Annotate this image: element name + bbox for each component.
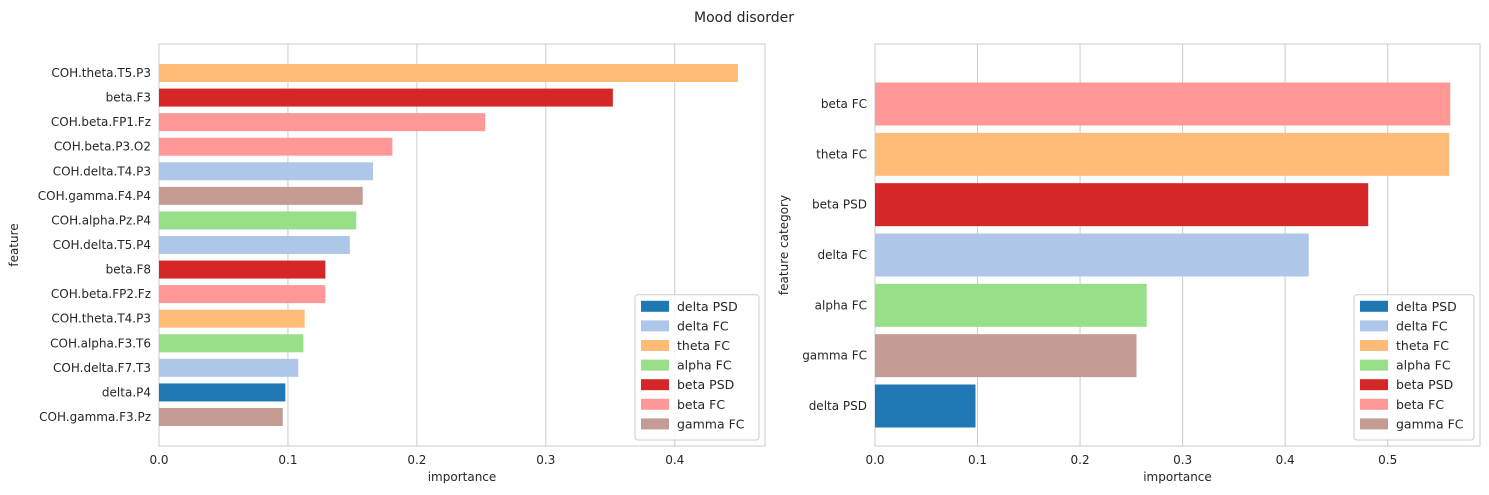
bar xyxy=(159,334,304,353)
legend-label: beta FC xyxy=(1396,397,1444,412)
x-tick-label: 0.5 xyxy=(1378,453,1397,467)
y-tick-label: COH.gamma.F3.Pz xyxy=(39,410,151,424)
legend-label: beta PSD xyxy=(1396,377,1453,392)
y-tick-label: COH.theta.T5.P3 xyxy=(51,66,151,80)
bar xyxy=(875,132,1450,176)
bar xyxy=(159,113,486,132)
legend-swatch xyxy=(1360,398,1388,410)
legend-label: theta FC xyxy=(677,338,730,353)
legend-label: gamma FC xyxy=(677,416,745,431)
y-axis-label: feature xyxy=(7,223,21,266)
legend-swatch xyxy=(641,320,669,332)
legend-swatch xyxy=(641,359,669,371)
bar xyxy=(159,285,326,304)
bar xyxy=(159,358,299,377)
bar xyxy=(875,82,1451,126)
legend-label: alpha FC xyxy=(1396,358,1451,373)
bar xyxy=(875,334,1137,378)
bar xyxy=(159,88,613,107)
bar xyxy=(875,233,1309,277)
y-tick-label: COH.delta.T5.P4 xyxy=(53,238,151,252)
x-tick-label: 0.4 xyxy=(1276,453,1295,467)
y-tick-label: delta.P4 xyxy=(102,385,151,399)
y-tick-label: COH.beta.FP2.Fz xyxy=(51,287,151,301)
legend-swatch xyxy=(1360,359,1388,371)
bar xyxy=(875,183,1369,227)
legend: delta PSD delta FC theta FC alpha FC beta PS… xyxy=(634,294,760,441)
legend: delta PSD delta FC theta FC alpha FC beta PS… xyxy=(1353,294,1475,441)
y-tick-label: delta FC xyxy=(818,248,868,262)
bar xyxy=(875,283,1147,327)
figure-title: Mood disorder xyxy=(694,10,794,26)
x-tick-label: 0.2 xyxy=(407,453,426,467)
legend-swatch xyxy=(641,418,669,430)
legend-swatch xyxy=(641,379,669,391)
x-tick-label: 0.3 xyxy=(536,453,555,467)
y-tick-label: gamma FC xyxy=(802,349,867,363)
x-axis-label: importance xyxy=(1143,470,1212,484)
bar xyxy=(159,408,283,426)
category-importance-panel: 0.0 0.1 0.2 0.3 0.4 0.5 beta FC theta FC beta PS… xyxy=(777,43,1481,484)
y-tick-label: beta.F3 xyxy=(106,91,151,105)
legend-label: delta PSD xyxy=(677,299,738,314)
y-tick-label: beta.F8 xyxy=(106,263,151,277)
bar xyxy=(159,64,738,82)
legend-swatch xyxy=(1360,340,1388,351)
legend-swatch xyxy=(641,340,669,351)
y-tick-label: COH.delta.F7.T3 xyxy=(53,361,151,375)
y-tick-label: COH.alpha.F3.T6 xyxy=(50,336,151,350)
legend-swatch xyxy=(1360,300,1388,312)
bar xyxy=(159,236,350,254)
legend-label: theta FC xyxy=(1396,338,1449,353)
legend-label: delta PSD xyxy=(1396,299,1457,314)
legend-label: delta FC xyxy=(1396,318,1448,333)
legend-label: beta FC xyxy=(677,397,725,412)
legend-label: delta FC xyxy=(677,318,729,333)
legend-swatch xyxy=(1360,379,1388,391)
bar xyxy=(159,211,357,230)
y-tick-label: COH.delta.T4.P3 xyxy=(53,164,151,178)
x-tick-label: 0.1 xyxy=(278,453,297,467)
feature-importance-panel: 0.0 0.1 0.2 0.3 0.4 COH.theta.T5.P3 beta.F3 COH… xyxy=(7,43,766,484)
x-tick-label: 0.2 xyxy=(1071,453,1090,467)
bar xyxy=(159,309,305,328)
y-axis-label: feature category xyxy=(777,195,791,295)
x-tick-label: 0.1 xyxy=(968,453,987,467)
x-tick-label: 0.0 xyxy=(149,453,168,467)
bar xyxy=(159,162,374,181)
bar xyxy=(159,260,326,279)
legend-label: beta PSD xyxy=(677,377,734,392)
y-tick-label: COH.beta.FP1.Fz xyxy=(51,115,151,129)
x-tick-label: 0.4 xyxy=(665,453,684,467)
y-tick-label: COH.alpha.Pz.P4 xyxy=(51,213,151,227)
legend-swatch xyxy=(641,300,669,312)
bar xyxy=(159,186,363,205)
bar xyxy=(875,384,976,428)
y-tick-label: beta PSD xyxy=(812,198,867,212)
legend-swatch xyxy=(641,398,669,410)
x-tick-label: 0.0 xyxy=(865,453,884,467)
y-tick-label: theta FC xyxy=(816,147,867,161)
y-tick-label: alpha FC xyxy=(815,298,867,312)
legend-label: gamma FC xyxy=(1396,416,1464,431)
y-tick-label: delta PSD xyxy=(809,399,867,413)
bar xyxy=(159,383,286,402)
y-tick-label: beta FC xyxy=(821,97,867,111)
legend-label: alpha FC xyxy=(677,358,732,373)
legend-swatch xyxy=(1360,418,1388,430)
x-axis-label: importance xyxy=(428,470,497,484)
legend-swatch xyxy=(1360,320,1388,332)
x-tick-label: 0.3 xyxy=(1173,453,1192,467)
y-tick-label: COH.beta.P3.O2 xyxy=(54,140,151,154)
y-tick-label: COH.gamma.F4.P4 xyxy=(38,189,151,203)
bar xyxy=(159,137,393,156)
y-tick-label: COH.theta.T4.P3 xyxy=(51,312,151,326)
